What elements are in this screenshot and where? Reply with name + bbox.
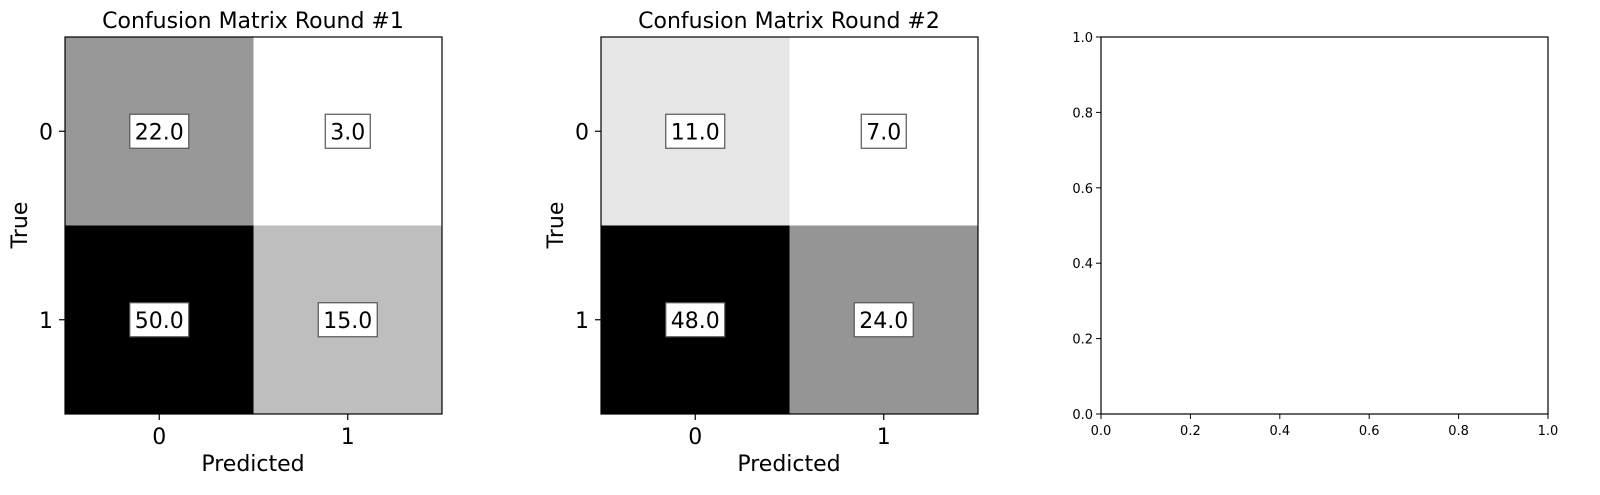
cell-value-box (129, 113, 190, 149)
cell-value-label-r0-c1: 7.0 (860, 113, 907, 149)
cell-value-text: 22.0 (135, 120, 184, 145)
cell-value-text: 3.0 (330, 120, 365, 145)
chart-title: Confusion Matrix Round #2 (638, 9, 940, 34)
plot-frame (1100, 36, 1549, 415)
chart-title: Confusion Matrix Round #1 (102, 9, 404, 34)
y-ticks: 0.0 0.2 0.4 0.6 0.8 1.0 (1072, 31, 1101, 423)
x-tick-label: 0.2 (1180, 424, 1201, 439)
x-axis-label: Predicted (201, 452, 304, 477)
x-tick-label: 0.4 (1269, 424, 1290, 439)
y-ticks: 01 (575, 120, 601, 334)
x-axis-label: Predicted (737, 452, 840, 477)
y-tick-label: 0 (39, 120, 53, 145)
cell-value-text: 15.0 (323, 309, 372, 334)
y-tick-label: 0.6 (1072, 182, 1093, 197)
cell-value-box (324, 113, 371, 149)
cell-value-box (129, 302, 190, 338)
x-tick-label: 0.6 (1359, 424, 1380, 439)
y-axis-label: True (544, 202, 569, 250)
x-tick-label: 0 (152, 425, 166, 450)
cell-value-label-r1-c0: 50.0 (129, 302, 190, 338)
y-ticks: 01 (39, 120, 65, 334)
cell-value-text: 7.0 (866, 120, 901, 145)
x-tick-label: 1 (877, 425, 891, 450)
cell-value-label-r1-c1: 15.0 (317, 302, 378, 338)
y-tick-label: 0.2 (1072, 333, 1093, 348)
y-tick-label: 1 (39, 309, 53, 334)
x-tick-label: 0.8 (1448, 424, 1469, 439)
x-tick-label: 0.0 (1091, 424, 1112, 439)
confusion-matrix-round-2: Confusion Matrix Round #2 11.0 7.0 48.0 24.… (544, 9, 979, 477)
y-tick-label: 1 (575, 309, 589, 334)
cell-value-text: 48.0 (671, 309, 720, 334)
x-tick-label: 1 (341, 425, 355, 450)
y-tick-label: 0 (575, 120, 589, 145)
y-tick-label: 0.8 (1072, 106, 1093, 121)
heatmap-cell-labels: 22.0 3.0 50.0 15.0 (129, 113, 378, 338)
cell-value-box (853, 302, 914, 338)
cell-value-text: 11.0 (671, 120, 720, 145)
cell-value-text: 50.0 (135, 309, 184, 334)
x-tick-label: 1.0 (1538, 424, 1559, 439)
heatmap-cell-labels: 11.0 7.0 48.0 24.0 (665, 113, 914, 338)
y-axis-label: True (8, 202, 33, 250)
cell-value-box (665, 113, 726, 149)
cell-value-label-r1-c0: 48.0 (665, 302, 726, 338)
y-tick-label: 0.4 (1072, 257, 1093, 272)
cell-value-label-r0-c0: 11.0 (665, 113, 726, 149)
cell-value-box (860, 113, 907, 149)
cell-value-box (665, 302, 726, 338)
empty-axes: 0.0 0.2 0.4 0.6 0.8 1.0 0.0 0.2 0.4 0.6 0.8 1.0 (1072, 31, 1558, 439)
x-tick-label: 0 (688, 425, 702, 450)
y-tick-label: 0.0 (1072, 408, 1093, 423)
heatmap-cells (65, 37, 442, 414)
plot-frame (600, 36, 979, 415)
cell-value-label-r0-c0: 22.0 (129, 113, 190, 149)
cell-value-box (317, 302, 378, 338)
confusion-matrix-round-1: Confusion Matrix Round #1 22.0 3.0 50.0 15.… (8, 9, 443, 477)
cell-value-label-r0-c1: 3.0 (324, 113, 371, 149)
cell-value-text: 24.0 (859, 309, 908, 334)
heatmap-cells (601, 37, 978, 414)
x-ticks: 0.0 0.2 0.4 0.6 0.8 1.0 (1091, 414, 1559, 439)
y-tick-label: 1.0 (1072, 31, 1093, 46)
plot-frame (64, 36, 443, 415)
cell-value-label-r1-c1: 24.0 (853, 302, 914, 338)
